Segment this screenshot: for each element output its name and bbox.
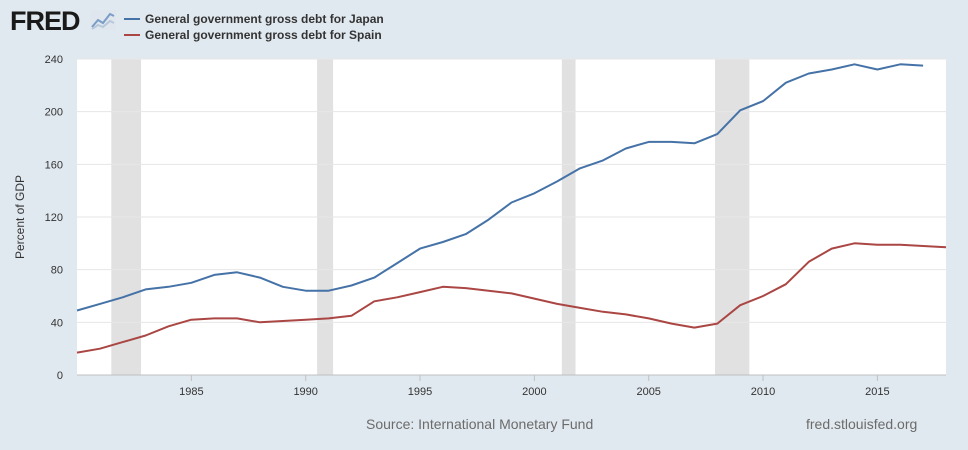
y-tick-label: 0 (57, 370, 63, 382)
fred-url-link[interactable]: fred.stlouisfed.org (806, 416, 918, 432)
x-tick-label: 2010 (751, 386, 775, 398)
x-tick-label: 2005 (636, 386, 660, 398)
y-tick-label: 200 (45, 107, 63, 119)
x-tick-label: 2015 (865, 386, 889, 398)
x-tick-label: 1985 (179, 386, 203, 398)
legend-label-spain: General government gross debt for Spain (145, 28, 382, 42)
series-line-japan (76, 63, 924, 312)
y-tick-label: 240 (45, 54, 63, 66)
y-tick-label: 80 (51, 265, 63, 277)
x-tick-label: 1995 (408, 386, 432, 398)
fred-logo[interactable]: FRED (10, 6, 80, 36)
series-line-spain (76, 242, 947, 354)
y-tick-label: 160 (45, 159, 63, 171)
x-tick-label: 1990 (293, 386, 317, 398)
y-axis-label: Percent of GDP (13, 175, 27, 259)
y-tick-label: 40 (51, 317, 63, 329)
source-text: Source: International Monetary Fund (366, 416, 594, 432)
x-tick-label: 2000 (522, 386, 546, 398)
y-tick-label: 120 (45, 212, 63, 224)
chart-line-icon (90, 10, 116, 30)
legend-item-spain[interactable]: General government gross debt for Spain (124, 27, 384, 43)
legend-swatch-spain (124, 34, 140, 36)
legend-item-japan[interactable]: General government gross debt for Japan (124, 11, 384, 27)
line-chart: 0 40 80 120 160 200 240 1985 1990 1995 2000 2005 201… (13, 54, 947, 398)
legend-label-japan: General government gross debt for Japan (145, 12, 384, 26)
legend-swatch-japan (124, 18, 140, 20)
chart-legend: General government gross debt for Japan … (124, 11, 384, 43)
header: FRED General government gross debt for J… (0, 0, 968, 50)
